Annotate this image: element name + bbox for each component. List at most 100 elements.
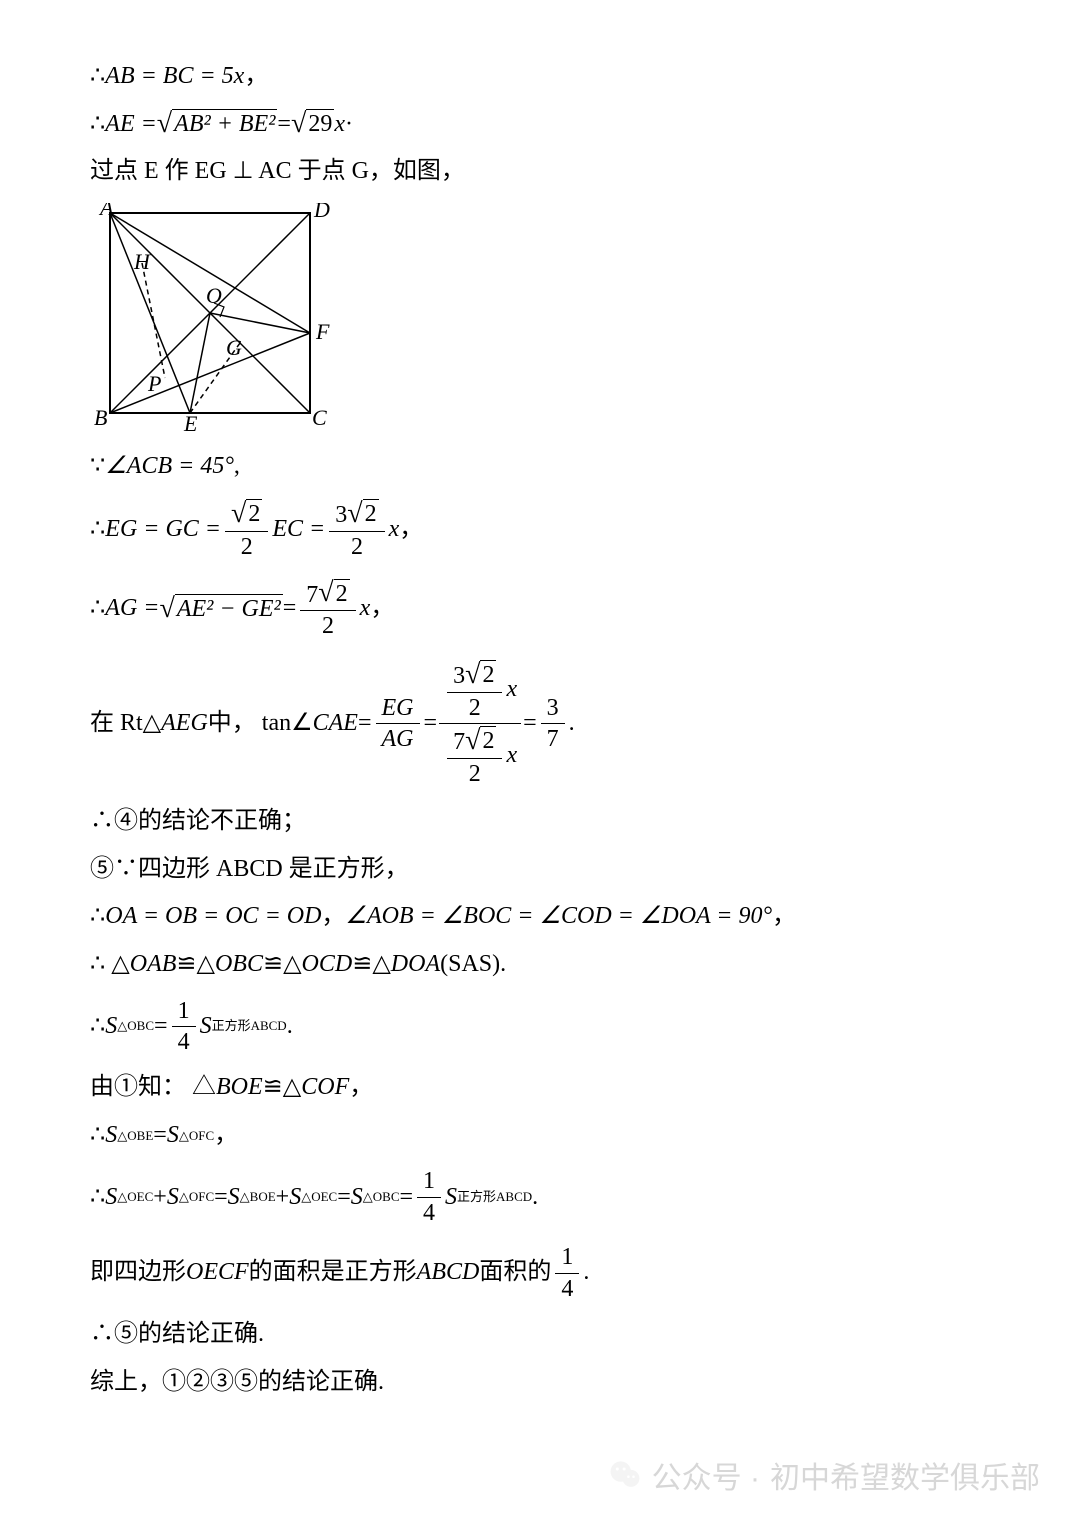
therefore: ∴ [90,1181,105,1215]
punct: · [345,108,353,142]
var-x: x [360,592,371,626]
text-line-18: 综上，①②③⑤的结论正确. [90,1366,990,1400]
sub: △OBE [117,1127,153,1145]
punct: ， [370,592,394,626]
text-line-3: 过点 E 作 EG ⊥ AC 于点 G，如图， [90,155,990,189]
math-line-4: ∵ ∠ACB = 45° , [90,450,990,484]
radicand: 2 [246,499,262,529]
s: S [200,1010,212,1044]
math-line-10: ∴ OA = OB = OC = OD ， ∠AOB = ∠BOC = ∠COD… [90,900,990,934]
punct: . [569,707,575,741]
tri: AEG [161,707,208,741]
denom: 7 [541,724,565,754]
fraction: 3 7 [541,693,565,755]
eq: = [154,1010,168,1044]
sqrt: √ AB² + BE² [157,109,278,139]
therefore: ∴ [90,108,105,142]
punct: . [532,1181,538,1215]
sub: △OFC [179,1127,214,1145]
watermark-name: 初中希望数学俱乐部 [770,1453,1040,1497]
punct: . [500,948,506,982]
radicand: AB² + BE² [172,109,277,139]
watermark: 公众号 · 初中希望数学俱乐部 [608,1453,1040,1497]
math-line-12: ∴ S△OBC = 14 S正方形ABCD . [90,996,990,1058]
denom: 2 [316,611,340,641]
congruent: ≌ [263,948,283,982]
math-line-11: ∴ △ OAB ≌ △OBC ≌ △OCD ≌ △DOA (SAS) . [90,948,990,982]
radical-icon: √ [159,595,174,623]
fraction: 14 [417,1166,441,1228]
therefore: ∴ [90,1119,105,1153]
math-line-6: ∴ AG = √ AE² − GE² = 7√2 2 x ， [90,577,990,642]
fraction: 14 [172,996,196,1058]
tri: COF [301,1071,349,1105]
math-line-5: ∴ EG = GC = √2 2 EC = 3√2 2 x ， [90,497,990,562]
congruent: ≌ [176,948,196,982]
label-o: O [206,283,222,308]
expr: AB = BC = 5x [105,60,244,94]
expr: AG = [105,592,159,626]
text: ∴④的结论不正确； [90,805,306,839]
angle: CAE [313,707,358,741]
line-of [210,313,310,333]
sub: 正方形ABCD [212,1017,287,1035]
text-line-9: ⑤∵四边形 ABCD 是正方形， [90,853,990,887]
radical-icon: √ [318,579,333,607]
therefore: ∴ [90,900,105,934]
expr: AE = [105,108,157,142]
wechat-icon [608,1458,642,1492]
text: 在 Rt△ [90,707,161,741]
watermark-prefix: 公众号 · [652,1453,760,1497]
radicand: AE² − GE² [175,594,283,624]
sqrt: √ AE² − GE² [159,594,282,624]
radicand: 2 [363,499,379,529]
num: EG [376,693,420,724]
compound-fraction: 3√22x 7√22x [439,658,521,789]
fraction: 14 [555,1242,579,1304]
therefore: ∴ [90,1010,105,1044]
line-hp-dashed [142,263,165,378]
therefore: ∴ △ [90,948,130,982]
fraction: 7√2 2 [300,577,355,642]
punct: ， [321,900,345,934]
punct: ， [772,900,796,934]
therefore: ∴ [90,513,105,547]
fraction: EG AG [376,693,420,755]
math-line-2: ∴ AE = √ AB² + BE² = √ 29 x · [90,108,990,142]
math-line-13: 由①知： △ BOE ≌ △COF ， [90,1071,990,1105]
math-line-14: ∴ S△OBE = S△OFC ， [90,1119,990,1153]
s: S [105,1119,117,1153]
label-e: E [183,411,198,433]
coef: 7 [306,581,318,607]
eq: = [358,707,372,741]
tri: OAB [130,948,177,982]
sqrt: √ 29 [291,109,334,139]
eq: = [277,108,291,142]
label-p: P [147,371,161,396]
radical-icon: √ [291,110,306,138]
var-x: x [389,513,400,547]
math-line-7: 在 Rt△ AEG 中， tan∠ CAE = EG AG = 3√22x 7√… [90,658,990,789]
diagram-svg: A D B C E F O G H P [90,203,330,433]
label-a: A [98,203,114,220]
therefore: ∴ [90,60,105,94]
sub: △OBC [117,1017,154,1035]
reason: (SAS) [440,948,500,982]
s: S [105,1010,117,1044]
punct: ， [214,1119,238,1153]
punct: . [287,1010,293,1044]
radicand: 2 [334,579,350,609]
s: S [167,1119,179,1153]
radical-icon: √ [231,500,246,528]
therefore: ∴ [90,592,105,626]
label-h: H [133,249,151,274]
expr: ∠AOB = ∠BOC = ∠COD = ∠DOA = 90° [345,900,772,934]
text-line-17: ∴⑤的结论正确. [90,1318,990,1352]
text: 由①知： △ [90,1071,216,1105]
expr: EC = [272,513,325,547]
expr: OA = OB = OC = OD [105,900,321,934]
expr: ∠ACB = 45° [105,450,234,484]
coef: 3 [335,502,347,528]
radical-icon: √ [157,110,172,138]
label-f: F [315,319,330,344]
